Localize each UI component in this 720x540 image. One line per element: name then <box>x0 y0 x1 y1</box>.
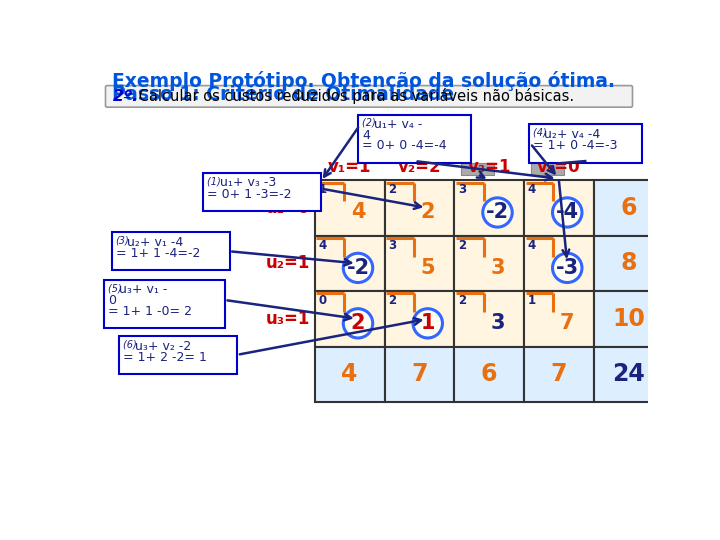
Text: 7: 7 <box>411 362 428 386</box>
Text: 3: 3 <box>490 313 505 333</box>
Text: 1: 1 <box>319 184 327 197</box>
Text: u₃+ v₂ -2: u₃+ v₂ -2 <box>135 340 192 353</box>
Bar <box>315 291 384 347</box>
Text: 2: 2 <box>351 313 365 333</box>
Text: 6: 6 <box>481 362 498 386</box>
Text: u₂+ v₄ -4: u₂+ v₄ -4 <box>544 128 600 141</box>
Text: = 1+ 1 -4=-2: = 1+ 1 -4=-2 <box>116 247 200 260</box>
Text: 7: 7 <box>560 313 575 333</box>
Bar <box>384 291 454 347</box>
Bar <box>594 347 664 402</box>
Text: 2: 2 <box>388 294 397 307</box>
Text: = 1+ 0 -4=-3: = 1+ 0 -4=-3 <box>533 139 617 152</box>
Text: 3: 3 <box>490 258 505 278</box>
Text: Calcular os custos reduzidos para as variáveis não básicas.: Calcular os custos reduzidos para as var… <box>134 89 575 104</box>
Bar <box>454 291 524 347</box>
Text: u₁+ v₃ -3: u₁+ v₃ -3 <box>220 177 276 190</box>
Bar <box>454 347 524 402</box>
Bar <box>594 180 664 236</box>
Text: v₂=2: v₂=2 <box>397 158 441 177</box>
Text: 0: 0 <box>319 294 327 307</box>
Text: (6): (6) <box>123 340 140 350</box>
Bar <box>315 180 384 236</box>
Bar <box>384 180 454 236</box>
Text: Exemplo Protótipo. Obtenção da solução ótima.: Exemplo Protótipo. Obtenção da solução ó… <box>112 71 615 91</box>
Circle shape <box>343 309 373 338</box>
Text: 4: 4 <box>341 362 358 386</box>
Text: = 0+ 1 -3=-2: = 0+ 1 -3=-2 <box>207 188 292 201</box>
Text: -3: -3 <box>556 258 579 278</box>
Text: -2: -2 <box>486 202 509 222</box>
Text: (4): (4) <box>533 128 549 138</box>
Text: 3: 3 <box>458 184 467 197</box>
Bar <box>594 236 664 291</box>
Bar <box>315 236 384 291</box>
Text: 2: 2 <box>420 202 435 222</box>
Text: 0: 0 <box>108 294 116 307</box>
Text: u₂=1: u₂=1 <box>266 254 310 273</box>
Text: u₃=1: u₃=1 <box>266 310 310 328</box>
Text: v₄=0: v₄=0 <box>537 158 581 177</box>
Text: (2): (2) <box>362 118 379 128</box>
Text: 10: 10 <box>612 307 645 331</box>
Text: u₁=0: u₁=0 <box>266 199 310 217</box>
Text: Passo 1: Critério de Otimalidade: Passo 1: Critério de Otimalidade <box>112 85 454 104</box>
Text: 2: 2 <box>388 184 397 197</box>
FancyBboxPatch shape <box>112 232 230 271</box>
Text: 2º.: 2º. <box>113 89 140 104</box>
FancyBboxPatch shape <box>358 115 472 163</box>
Text: 2: 2 <box>458 239 467 252</box>
Text: (1): (1) <box>207 177 224 186</box>
Text: 6: 6 <box>621 196 637 220</box>
FancyBboxPatch shape <box>528 124 642 163</box>
Bar <box>384 347 454 402</box>
Text: 3: 3 <box>388 239 397 252</box>
Bar <box>524 180 594 236</box>
Text: 1: 1 <box>528 294 536 307</box>
Circle shape <box>552 198 582 227</box>
Text: v₃=1: v₃=1 <box>467 158 511 177</box>
Text: 7: 7 <box>551 362 567 386</box>
Bar <box>524 236 594 291</box>
Text: v₁=1: v₁=1 <box>328 158 372 177</box>
FancyBboxPatch shape <box>106 85 632 107</box>
Bar <box>454 236 524 291</box>
Circle shape <box>413 309 443 338</box>
Circle shape <box>343 253 373 282</box>
Text: = 0+ 0 -4=-4: = 0+ 0 -4=-4 <box>362 139 446 152</box>
Bar <box>384 236 454 291</box>
Bar <box>315 347 384 402</box>
Circle shape <box>483 198 512 227</box>
Text: 2: 2 <box>458 294 467 307</box>
Text: 8: 8 <box>621 252 637 275</box>
Text: -2: -2 <box>346 258 369 278</box>
Text: 4: 4 <box>362 129 370 141</box>
Bar <box>524 291 594 347</box>
Text: 4: 4 <box>319 239 327 252</box>
Circle shape <box>552 253 582 282</box>
Text: 5: 5 <box>420 258 435 278</box>
FancyBboxPatch shape <box>120 336 238 374</box>
Text: 24: 24 <box>612 362 645 386</box>
Text: = 1+ 1 -0= 2: = 1+ 1 -0= 2 <box>108 305 192 318</box>
Bar <box>594 291 664 347</box>
Text: u₁+ v₄ -: u₁+ v₄ - <box>374 118 422 131</box>
Bar <box>454 180 524 236</box>
FancyBboxPatch shape <box>531 163 564 175</box>
FancyBboxPatch shape <box>104 280 225 328</box>
FancyBboxPatch shape <box>462 163 494 175</box>
Text: u₃+ v₁ -: u₃+ v₁ - <box>120 284 168 296</box>
Text: 4: 4 <box>528 184 536 197</box>
Text: (3): (3) <box>116 236 130 246</box>
Text: 4: 4 <box>528 239 536 252</box>
Text: 1: 1 <box>420 313 435 333</box>
Text: = 1+ 2 -2= 1: = 1+ 2 -2= 1 <box>123 351 207 364</box>
Text: (5): (5) <box>108 284 125 293</box>
Bar <box>524 347 594 402</box>
FancyBboxPatch shape <box>203 173 321 211</box>
Text: u₂+ v₁ -4: u₂+ v₁ -4 <box>127 236 184 249</box>
Text: 4: 4 <box>351 202 365 222</box>
Text: -4: -4 <box>556 202 579 222</box>
